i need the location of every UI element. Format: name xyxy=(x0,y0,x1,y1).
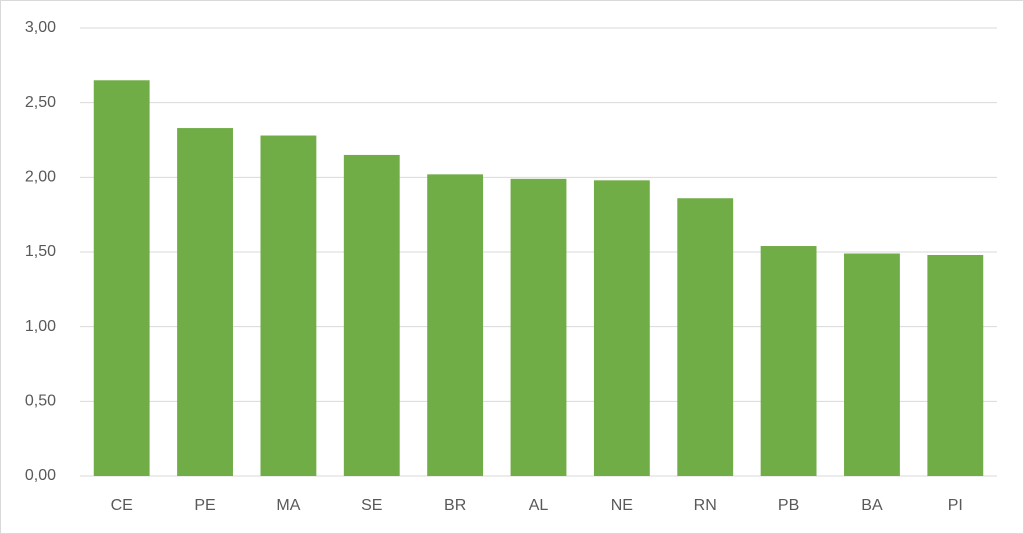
x-tick-label: BA xyxy=(861,497,883,514)
bar xyxy=(927,254,984,476)
x-tick-label: AL xyxy=(529,497,549,514)
bar xyxy=(427,174,484,476)
x-tick-label: NE xyxy=(611,497,633,514)
x-tick-label: MA xyxy=(276,497,300,514)
x-tick-label: PE xyxy=(194,497,215,514)
x-tick-label: RN xyxy=(694,497,717,514)
bar xyxy=(844,253,900,476)
x-tick-label: SE xyxy=(361,497,382,514)
bar xyxy=(177,128,233,476)
y-tick-label: 2,00 xyxy=(25,169,56,186)
bar xyxy=(510,178,567,476)
y-tick-label: 1,00 xyxy=(25,318,56,335)
bar xyxy=(343,154,400,476)
x-tick-label: PB xyxy=(778,497,799,514)
y-tick-label: 0,00 xyxy=(25,467,56,484)
bar xyxy=(760,246,817,476)
y-tick-label: 0,50 xyxy=(25,393,56,410)
y-tick-label: 2,50 xyxy=(25,94,56,111)
bar xyxy=(677,198,734,477)
x-tick-label: CE xyxy=(111,497,133,514)
bar xyxy=(593,180,650,476)
bar xyxy=(260,135,317,476)
y-tick-label: 3,00 xyxy=(25,19,56,36)
y-tick-label: 1,50 xyxy=(25,243,56,260)
x-tick-label: PI xyxy=(948,497,963,514)
bar xyxy=(93,80,150,477)
x-tick-label: BR xyxy=(444,497,466,514)
